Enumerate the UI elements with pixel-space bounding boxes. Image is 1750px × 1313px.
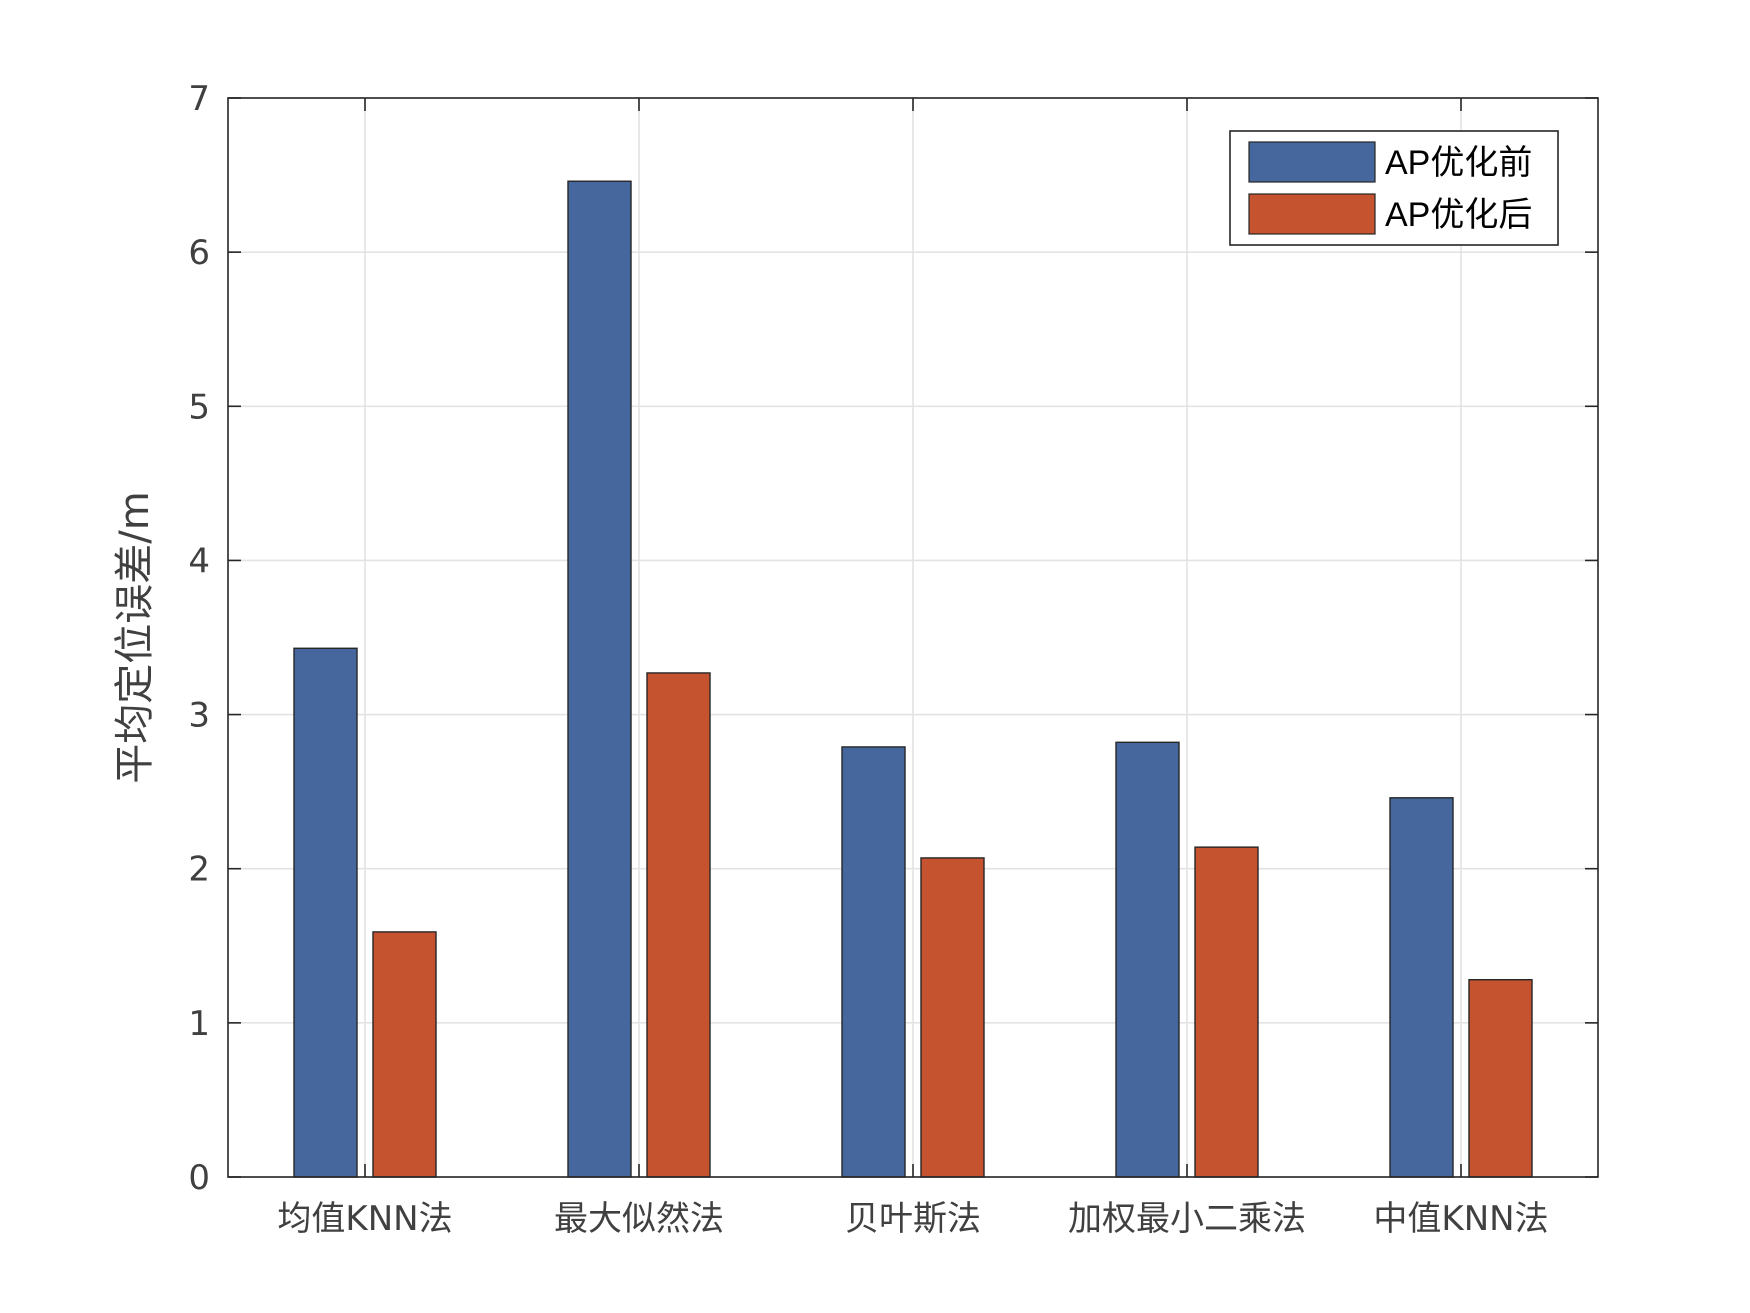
- x-tick-labels: 均值KNN法 最大似然法 贝叶斯法 加权最小二乘法 中值KNN法: [277, 1199, 1548, 1239]
- x-tick-label: 均值KNN法: [277, 1199, 452, 1239]
- bar-after: [1468, 978, 1533, 1178]
- x-tick-label: 贝叶斯法: [845, 1199, 981, 1239]
- bar-before: [1115, 741, 1180, 1178]
- legend-label-after: AP优化后: [1385, 196, 1532, 234]
- y-tick-label: 0: [188, 1158, 210, 1198]
- axis-ticks: [228, 97, 1598, 1178]
- x-tick-label: 最大似然法: [554, 1199, 724, 1239]
- bar-before: [841, 746, 906, 1178]
- legend-swatch-after: [1248, 193, 1376, 235]
- y-axis-title: 平均定位误差/m: [112, 491, 158, 783]
- y-tick-label: 7: [188, 79, 210, 119]
- y-tick-label: 5: [188, 387, 210, 427]
- y-tick-label: 4: [188, 541, 210, 581]
- y-tick-label: 3: [188, 696, 210, 736]
- plot-frame: [227, 97, 1599, 1178]
- x-tick-label: 中值KNN法: [1373, 1199, 1548, 1239]
- y-tick-label: 1: [188, 1004, 210, 1044]
- legend-label-before: AP优化前: [1385, 144, 1532, 182]
- x-tick-label: 加权最小二乘法: [1068, 1199, 1306, 1239]
- legend-swatch-before: [1248, 141, 1376, 183]
- bar-after: [372, 931, 437, 1178]
- y-tick-label: 6: [188, 233, 210, 273]
- y-tick-labels: 0 1 2 3 4 5 6 7: [188, 79, 210, 1198]
- bar-after: [1194, 846, 1259, 1178]
- bar-before: [1389, 797, 1454, 1178]
- y-tick-label: 2: [188, 850, 210, 890]
- bar-before: [567, 180, 632, 1178]
- bar-after: [646, 672, 711, 1178]
- legend: AP优化前 AP优化后: [1229, 130, 1559, 246]
- bar-after: [920, 857, 985, 1178]
- bars: [293, 180, 1533, 1178]
- bar-before: [293, 647, 358, 1178]
- grid-lines: [228, 97, 1598, 1178]
